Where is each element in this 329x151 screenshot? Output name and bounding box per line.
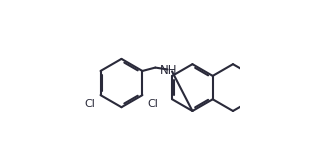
Text: Cl: Cl	[147, 99, 158, 109]
Text: Cl: Cl	[85, 99, 95, 109]
Text: NH: NH	[160, 64, 177, 77]
